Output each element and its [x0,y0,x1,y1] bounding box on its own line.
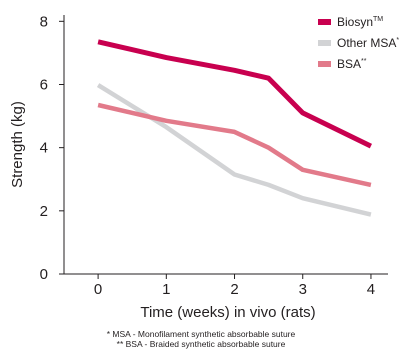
legend-swatch-biosyn [318,19,331,25]
series-line-other-msa [96,83,372,217]
x-tick-label: 4 [367,281,375,298]
footnote-msa: * MSA - Monofilament synthetic absorbabl… [106,329,296,339]
strength-line-chart: 0 2 4 6 8 0 1 2 3 4 Time (weeks) in vivo (rats) Str… [9,13,399,321]
x-tick-label: 2 [230,281,238,298]
y-tick-label: 0 [40,266,48,283]
x-tick-label: 3 [299,281,307,298]
legend-swatch-bsa [318,61,331,67]
legend-label-biosyn: BiosynTM [337,15,383,29]
x-tick-label: 1 [162,281,170,298]
x-axis-title: Time (weeks) in vivo (rats) [140,304,315,321]
legend-label-bsa: BSA** [337,57,367,71]
series-line-biosyn [97,39,372,149]
footnote-bsa: ** BSA - Braided synthetic absorbable su… [116,339,286,349]
x-tick-label: 0 [94,281,102,298]
y-tick-label: 6 [40,76,48,93]
legend-label-other-msa: Other MSA* [337,36,399,50]
y-tick-label: 8 [40,13,48,30]
y-tick-label: 4 [40,140,48,157]
legend-swatch-other-msa [318,40,331,46]
series-line-bsa [97,102,372,188]
y-axis-title: Strength (kg) [9,101,26,188]
y-tick-label: 2 [40,203,48,220]
